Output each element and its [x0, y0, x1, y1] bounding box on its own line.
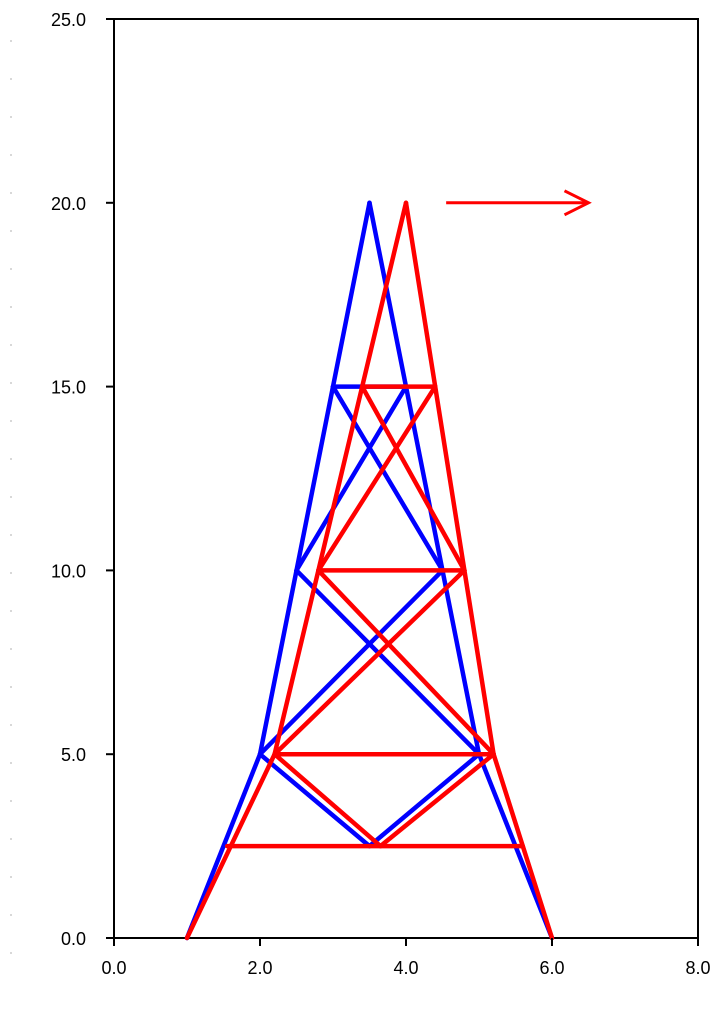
decor-dot	[10, 610, 12, 612]
member-line	[272, 751, 383, 849]
decor-dot	[10, 230, 12, 232]
member-line	[432, 384, 467, 573]
decor-dot	[10, 192, 12, 194]
member-line	[378, 751, 496, 849]
member-line	[330, 384, 445, 573]
x-tick-label: 6.0	[539, 958, 564, 978]
member-line	[294, 568, 482, 757]
load-arrow-head	[563, 189, 592, 217]
x-tick-label: 4.0	[393, 958, 418, 978]
y-tick-label: 5.0	[61, 745, 86, 765]
y-tick-label: 10.0	[51, 561, 86, 581]
member-line	[257, 568, 445, 757]
decor-dot	[10, 154, 12, 156]
member-line	[272, 568, 467, 757]
member-line	[440, 568, 482, 757]
member-line	[367, 751, 482, 849]
member-line	[403, 200, 438, 389]
decor-dot	[10, 952, 12, 954]
member-line	[257, 568, 299, 757]
member-line	[316, 384, 438, 573]
decor-dot	[10, 344, 12, 346]
member-line	[294, 384, 336, 573]
y-tick-label: 15.0	[51, 378, 86, 398]
annotation-layer	[446, 189, 592, 217]
member-line	[359, 384, 467, 573]
decor-dot	[10, 40, 12, 42]
member-line	[257, 751, 372, 849]
decor-dot	[10, 762, 12, 764]
decor-dot	[10, 382, 12, 384]
decor-dot	[10, 78, 12, 80]
decor-dot	[10, 876, 12, 878]
member-line	[462, 568, 496, 757]
y-tick-label: 20.0	[51, 194, 86, 214]
decor-dot	[10, 648, 12, 650]
y-axis-dots	[10, 40, 12, 954]
member-line	[272, 568, 321, 757]
x-axis: 0.0 2.0 4.0 6.0 8.0	[101, 938, 711, 978]
member-line	[403, 384, 445, 573]
member-line	[316, 568, 496, 757]
y-axis: 0.0 5.0 10.0 15.0 20.0 25.0	[51, 10, 114, 949]
decor-dot	[10, 306, 12, 308]
series-1	[184, 200, 555, 941]
series-layer	[184, 200, 555, 941]
decor-dot	[10, 420, 12, 422]
member-line	[316, 384, 365, 573]
x-tick-label: 8.0	[685, 958, 710, 978]
y-tick-label: 0.0	[61, 929, 86, 949]
member-line	[367, 200, 409, 389]
decor-dot	[10, 534, 12, 536]
decor-dot	[10, 116, 12, 118]
decor-dot	[10, 572, 12, 574]
x-tick-label: 0.0	[101, 958, 126, 978]
member-line	[359, 200, 409, 389]
decor-dot	[10, 800, 12, 802]
decor-dot	[10, 724, 12, 726]
plot-area	[113, 18, 699, 939]
series-0	[184, 200, 555, 941]
x-tick-label: 2.0	[247, 958, 272, 978]
decor-dot	[10, 686, 12, 688]
decor-dot	[10, 914, 12, 916]
member-line	[294, 384, 409, 573]
decor-dot	[10, 268, 12, 270]
member-line	[330, 200, 372, 389]
y-tick-label: 25.0	[51, 10, 86, 30]
decor-dot	[10, 838, 12, 840]
decor-dot	[10, 496, 12, 498]
decor-dot	[10, 458, 12, 460]
